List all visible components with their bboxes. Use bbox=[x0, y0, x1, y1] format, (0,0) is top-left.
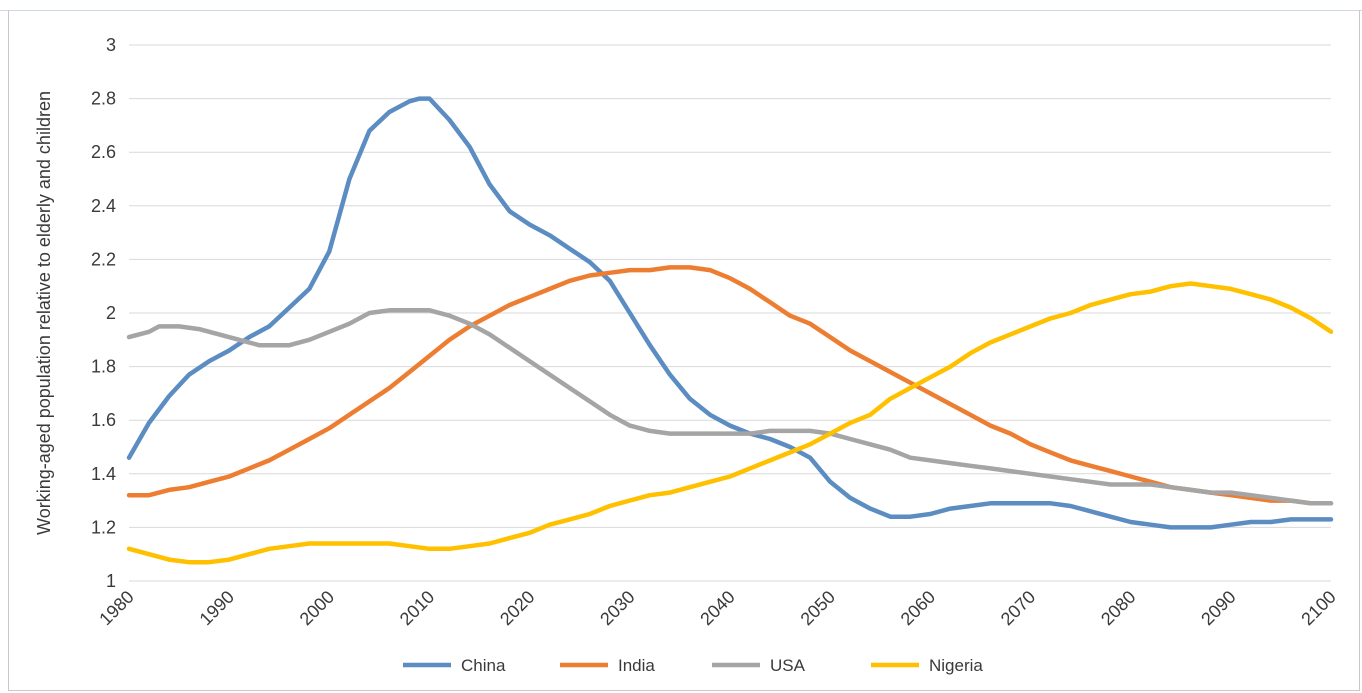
x-tick-label: 2030 bbox=[596, 587, 638, 629]
legend-label-nigeria: Nigeria bbox=[929, 656, 983, 675]
y-tick-label: 2.4 bbox=[91, 196, 116, 216]
legend-label-india: India bbox=[618, 656, 655, 675]
y-tick-label: 1.4 bbox=[91, 464, 116, 484]
x-tick-label: 2060 bbox=[897, 587, 939, 629]
x-tick-label: 1990 bbox=[196, 587, 238, 629]
x-tick-label: 2040 bbox=[696, 587, 738, 629]
series-lines bbox=[126, 96, 1334, 565]
legend-label-usa: USA bbox=[770, 656, 806, 675]
x-tick-label: 2050 bbox=[797, 587, 839, 629]
y-axis-title: Working-aged population relative to elde… bbox=[34, 91, 54, 535]
y-tick-label: 1.6 bbox=[91, 410, 116, 430]
series-line-usa bbox=[126, 308, 1334, 506]
y-tick-label: 2.8 bbox=[91, 89, 116, 109]
top-rule bbox=[0, 0, 1362, 11]
y-tick-label: 2 bbox=[106, 303, 116, 323]
chart-frame bbox=[8, 10, 1360, 691]
series-line-india bbox=[126, 265, 1334, 506]
series-line-nigeria bbox=[126, 281, 1334, 565]
y-tick-label: 1 bbox=[106, 571, 116, 591]
y-tick-label: 3 bbox=[106, 35, 116, 55]
x-tick-label: 2020 bbox=[496, 587, 538, 629]
gridlines bbox=[129, 44, 1331, 582]
legend-label-china: China bbox=[461, 656, 506, 675]
legend: China India USA Nigeria bbox=[403, 656, 983, 675]
y-tick-label: 1.2 bbox=[91, 517, 116, 537]
x-tick-label: 1980 bbox=[95, 587, 137, 629]
y-tick-label: 2.6 bbox=[91, 142, 116, 162]
x-tick-label: 2070 bbox=[997, 587, 1039, 629]
y-tick-label: 2.2 bbox=[91, 249, 116, 269]
y-axis-ticks: 1 1.2 1.4 1.6 1.8 2 2.2 2.4 2.6 2.8 3 bbox=[91, 35, 116, 591]
x-axis-ticks: 1980 1990 2000 2010 2020 2030 2040 2050 2060 2070… bbox=[95, 587, 1339, 629]
x-tick-label: 2090 bbox=[1197, 587, 1239, 629]
x-tick-label: 2100 bbox=[1297, 587, 1339, 629]
x-tick-label: 2000 bbox=[296, 587, 338, 629]
series-line-china bbox=[126, 96, 1334, 530]
y-tick-label: 1.8 bbox=[91, 357, 116, 377]
x-tick-label: 2080 bbox=[1097, 587, 1139, 629]
x-tick-label: 2010 bbox=[396, 587, 438, 629]
